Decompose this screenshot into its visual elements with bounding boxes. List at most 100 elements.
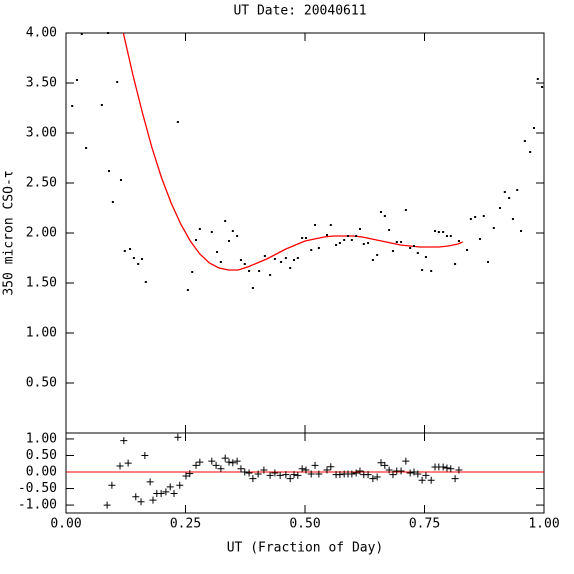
residual-point bbox=[290, 471, 298, 479]
residual-point bbox=[422, 471, 430, 479]
data-point bbox=[487, 261, 490, 263]
data-point bbox=[434, 230, 437, 232]
y-tick-label: 4.00 bbox=[26, 26, 57, 41]
data-point bbox=[111, 201, 114, 203]
residual-point bbox=[356, 467, 364, 475]
data-point bbox=[123, 250, 126, 252]
data-point bbox=[219, 261, 222, 263]
residual-point bbox=[192, 461, 200, 469]
residual-point bbox=[217, 465, 225, 473]
residual-point bbox=[260, 466, 268, 474]
residual-point bbox=[385, 466, 393, 474]
data-point bbox=[350, 239, 353, 241]
residual-point bbox=[162, 488, 170, 496]
data-point bbox=[380, 211, 383, 213]
x-tick-label: 1.00 bbox=[528, 517, 559, 532]
data-point bbox=[503, 191, 506, 193]
residual-point bbox=[443, 464, 451, 472]
data-point bbox=[388, 229, 391, 231]
residual-point bbox=[455, 466, 463, 474]
residual-point bbox=[315, 470, 323, 478]
residual-point bbox=[132, 493, 140, 501]
residual-point bbox=[302, 466, 310, 474]
residual-point bbox=[352, 469, 360, 477]
residual-point bbox=[103, 501, 111, 509]
data-point bbox=[371, 259, 374, 261]
data-point bbox=[107, 32, 110, 34]
data-point bbox=[141, 258, 144, 260]
data-point bbox=[445, 235, 448, 237]
data-point bbox=[430, 270, 433, 272]
data-point bbox=[511, 218, 514, 220]
residual-point bbox=[439, 463, 447, 471]
data-point bbox=[454, 263, 457, 265]
data-point bbox=[263, 255, 266, 257]
data-point bbox=[273, 258, 276, 260]
x-tick-label: 0.00 bbox=[50, 517, 81, 532]
residual-point bbox=[397, 467, 405, 475]
data-point bbox=[224, 220, 227, 222]
y-tick-label: 3.50 bbox=[26, 76, 57, 91]
data-point bbox=[210, 231, 213, 233]
residual-point bbox=[212, 461, 220, 469]
residual-point bbox=[141, 451, 149, 459]
data-point bbox=[119, 179, 122, 181]
data-point bbox=[239, 259, 242, 261]
y-tick-label: 0.00 bbox=[26, 465, 57, 480]
residual-point bbox=[116, 462, 124, 470]
data-point bbox=[482, 215, 485, 217]
data-point bbox=[227, 240, 230, 242]
data-point bbox=[100, 104, 103, 106]
data-point bbox=[442, 231, 445, 233]
data-point bbox=[412, 245, 415, 247]
data-point bbox=[231, 230, 234, 232]
y-tick-label: 0.50 bbox=[26, 448, 57, 463]
y-tick-label: 1.50 bbox=[26, 276, 57, 291]
y-tick-label: 1.00 bbox=[26, 326, 57, 341]
residual-point bbox=[225, 458, 233, 466]
residual-point bbox=[245, 469, 253, 477]
residual-point bbox=[249, 475, 257, 483]
residual-point bbox=[221, 454, 229, 462]
data-point bbox=[243, 263, 246, 265]
residual-point bbox=[166, 483, 174, 491]
residual-point bbox=[369, 475, 377, 483]
data-point bbox=[529, 151, 532, 153]
data-point bbox=[338, 242, 341, 244]
data-point bbox=[314, 224, 317, 226]
data-point bbox=[198, 228, 201, 230]
data-point bbox=[416, 252, 419, 254]
residual-point bbox=[286, 475, 294, 483]
data-point bbox=[404, 209, 407, 211]
data-point bbox=[280, 261, 283, 263]
data-point bbox=[376, 254, 379, 256]
data-point bbox=[478, 238, 481, 240]
data-point bbox=[499, 207, 502, 209]
data-point bbox=[80, 33, 83, 35]
data-point bbox=[391, 250, 394, 252]
residual-point bbox=[137, 498, 145, 506]
residual-point bbox=[389, 471, 397, 479]
residual-point bbox=[108, 481, 116, 489]
data-point bbox=[421, 269, 424, 271]
y-tick-label: 2.00 bbox=[26, 226, 57, 241]
data-point bbox=[325, 234, 328, 236]
residual-point bbox=[146, 478, 154, 486]
residual-point bbox=[327, 463, 335, 471]
x-tick-label: 0.75 bbox=[409, 517, 440, 532]
residual-point bbox=[336, 471, 344, 479]
y-axis-label: 350 micron CSO-τ bbox=[2, 170, 17, 295]
residual-point bbox=[271, 469, 279, 477]
residual-point bbox=[174, 433, 182, 441]
residual-point bbox=[282, 471, 290, 479]
data-point bbox=[248, 270, 251, 272]
data-point bbox=[317, 247, 320, 249]
x-tick-label: 0.50 bbox=[289, 517, 320, 532]
data-point bbox=[236, 235, 239, 237]
residual-point bbox=[120, 437, 128, 445]
residual-point bbox=[237, 465, 245, 473]
data-point bbox=[457, 240, 460, 242]
data-point bbox=[116, 81, 119, 83]
residual-point bbox=[418, 476, 426, 484]
